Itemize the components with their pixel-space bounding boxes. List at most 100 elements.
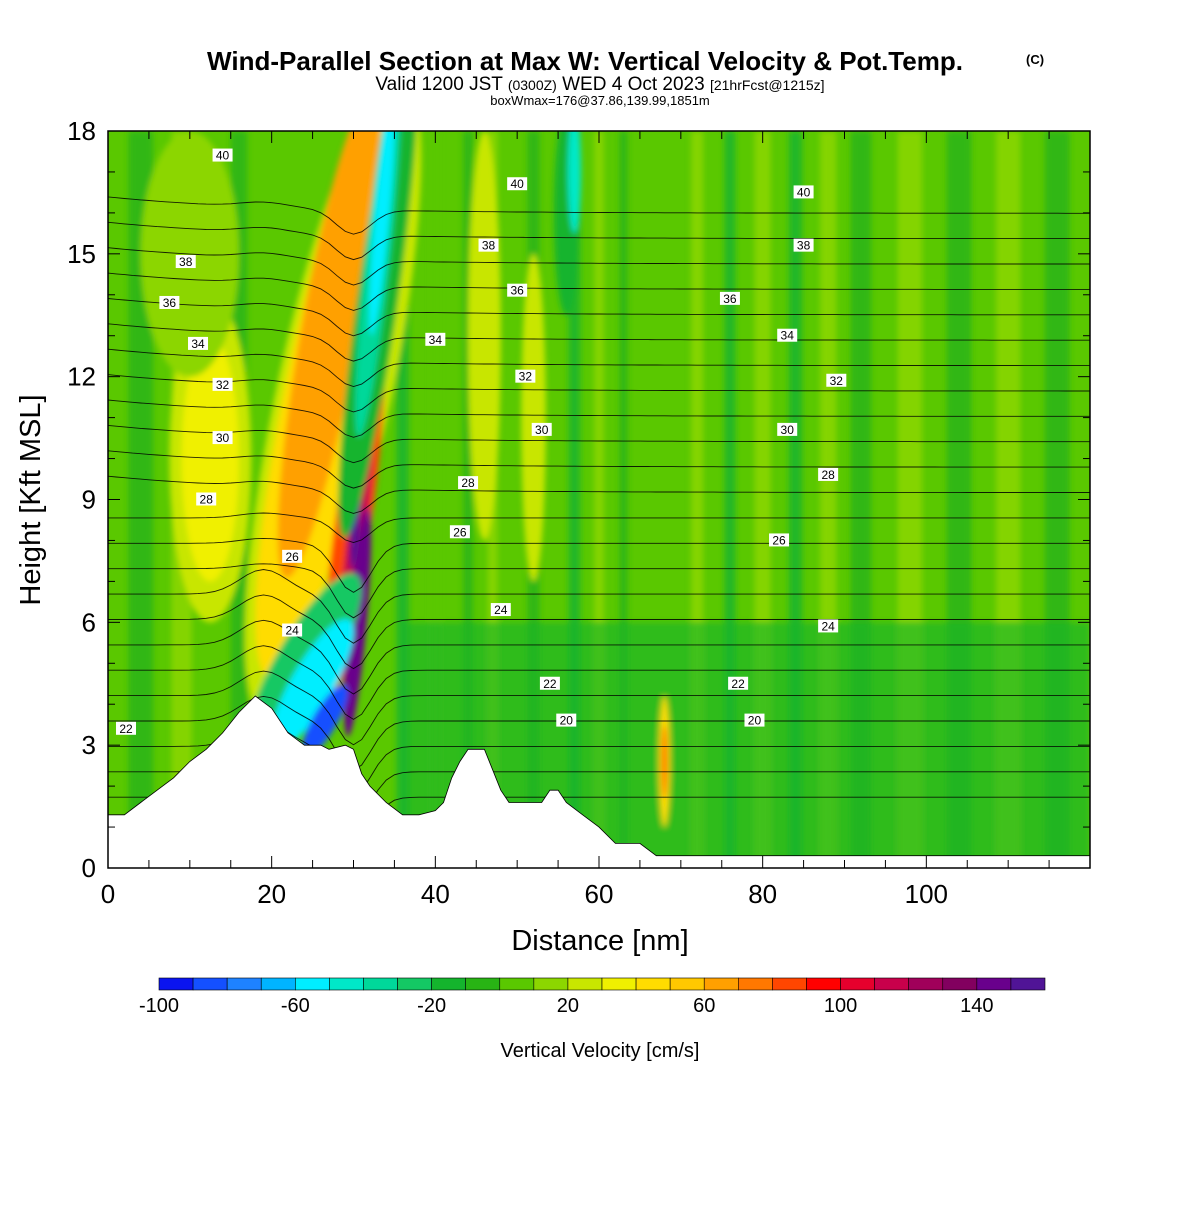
theta-contour-31 [108, 475, 1090, 514]
theta-contour-labels: 40 40 40 38 38 38 36 36 36 34 34 34 32 32 32 30 30 30 28 28… [116, 148, 847, 736]
theta-label-bg [744, 713, 765, 727]
theta-contour-38 [108, 298, 1090, 337]
colorbar-swatch [1010, 977, 1046, 991]
colorbar-swatch [533, 977, 569, 991]
theta-label-bg [728, 676, 749, 690]
theta-label-bg [425, 332, 446, 346]
colorbar-tick-label: -20 [417, 995, 446, 1017]
theta-label: 40 [793, 185, 814, 199]
x-tick-label: 100 [905, 879, 948, 909]
theta-contour-36 [108, 348, 1090, 387]
y-axis-label: Height [Kft MSL] [15, 394, 47, 605]
theta-label: 24 [818, 619, 839, 633]
theta-label-text: 36 [723, 292, 737, 306]
theta-label: 38 [793, 238, 814, 253]
field-band [619, 131, 628, 868]
velocity-feature [277, 131, 381, 578]
theta-contour-40 [108, 247, 1090, 286]
theta-label: 28 [458, 476, 479, 490]
colorbar-swatch [226, 977, 262, 991]
theta-label-bg [507, 283, 528, 297]
theta-label: 24 [282, 623, 303, 638]
theta-label-text: 34 [191, 337, 205, 351]
theta-label-text: 32 [519, 370, 533, 384]
theta-label-bg [196, 492, 217, 506]
colorbar-swatch [158, 977, 194, 991]
theta-label-bg [826, 373, 847, 387]
colorbar-swatch [908, 977, 944, 991]
theta-contour-33 [108, 424, 1090, 464]
theta-label: 32 [515, 369, 536, 384]
theta-label-text: 28 [461, 476, 475, 490]
theta-label: 28 [818, 467, 839, 482]
theta-label-bg [793, 185, 814, 199]
y-tick-label: 15 [67, 239, 96, 269]
theta-label-bg [777, 422, 798, 436]
theta-contour-32 [108, 450, 1090, 489]
colorbar-label: Vertical Velocity [cm/s] [501, 1040, 700, 1062]
field-band [568, 131, 581, 868]
theta-label: 34 [188, 336, 209, 351]
theta-label-text: 32 [830, 374, 844, 388]
theta-label-bg [478, 238, 499, 252]
theta-contour-28 [108, 563, 1090, 619]
theta-contour-34 [108, 399, 1090, 438]
chart-subtitle-2: boxWmax=176@37.86,139.99,1851m [490, 93, 710, 108]
field-band [724, 131, 736, 868]
theta-label: 30 [212, 431, 233, 445]
colorbar-swatch [635, 977, 671, 991]
colorbar-tick-label: 20 [557, 995, 579, 1017]
theta-label-bg [458, 476, 479, 490]
theta-label-bg [188, 336, 209, 350]
theta-label: 38 [478, 238, 499, 253]
theta-label: 20 [556, 713, 577, 728]
theta-label-bg [531, 422, 552, 436]
theta-label-text: 20 [748, 714, 762, 728]
theta-label-bg [175, 255, 196, 269]
theta-contours [108, 196, 1090, 847]
velocity-feature [661, 724, 668, 799]
subtitle-date: WED 4 Oct 2023 [562, 74, 705, 95]
theta-contour-23 [108, 670, 1090, 746]
x-tick-label: 40 [421, 879, 450, 909]
theta-label: 40 [507, 177, 528, 191]
theta-label: 34 [425, 332, 446, 347]
theta-label-text: 38 [797, 239, 811, 253]
colorbar-tick-labels: -100 -60 -20 20 60 100 140 [139, 995, 994, 1017]
theta-label-bg [539, 676, 560, 690]
theta-label-bg [449, 525, 470, 539]
field-band [430, 131, 441, 868]
colorbar-swatch [499, 977, 535, 991]
velocity-feature [521, 253, 546, 582]
velocity-feature [344, 508, 372, 737]
theta-contour-41 [108, 221, 1090, 261]
theta-label-text: 34 [429, 333, 443, 347]
theta-label-text: 30 [535, 423, 549, 437]
colorbar-swatch [942, 977, 978, 991]
colorbar-tick-label: 100 [824, 995, 857, 1017]
theta-label: 30 [777, 422, 798, 437]
theta-label: 32 [212, 377, 233, 392]
x-axis-label: Distance [nm] [511, 925, 688, 957]
colorbar-tick-label: 60 [693, 995, 715, 1017]
colorbar-swatch [465, 977, 501, 991]
colorbar-swatch [806, 977, 841, 991]
colorbar-swatch [738, 977, 773, 991]
velocity-feature [468, 131, 501, 541]
theta-label-text: 26 [285, 550, 299, 564]
y-tick-label: 18 [67, 116, 96, 146]
colorbar-swatch [840, 977, 875, 991]
theta-label-bg [818, 619, 839, 633]
theta-contour-26 [108, 594, 1090, 670]
theta-label-bg [282, 623, 303, 637]
chart-title: Wind-Parallel Section at Max W: Vertical… [207, 46, 963, 76]
theta-label-text: 40 [216, 149, 230, 163]
theta-label-bg [159, 295, 180, 309]
velocity-feature [181, 335, 239, 582]
colorbar-swatch [329, 977, 364, 991]
subtitle-forecast: [21hrFcst@1215z] [710, 77, 825, 93]
theta-label: 26 [282, 549, 303, 564]
theta-label-text: 22 [731, 677, 745, 691]
colorbar-swatch [363, 977, 398, 991]
colorbar-swatch [874, 977, 909, 991]
